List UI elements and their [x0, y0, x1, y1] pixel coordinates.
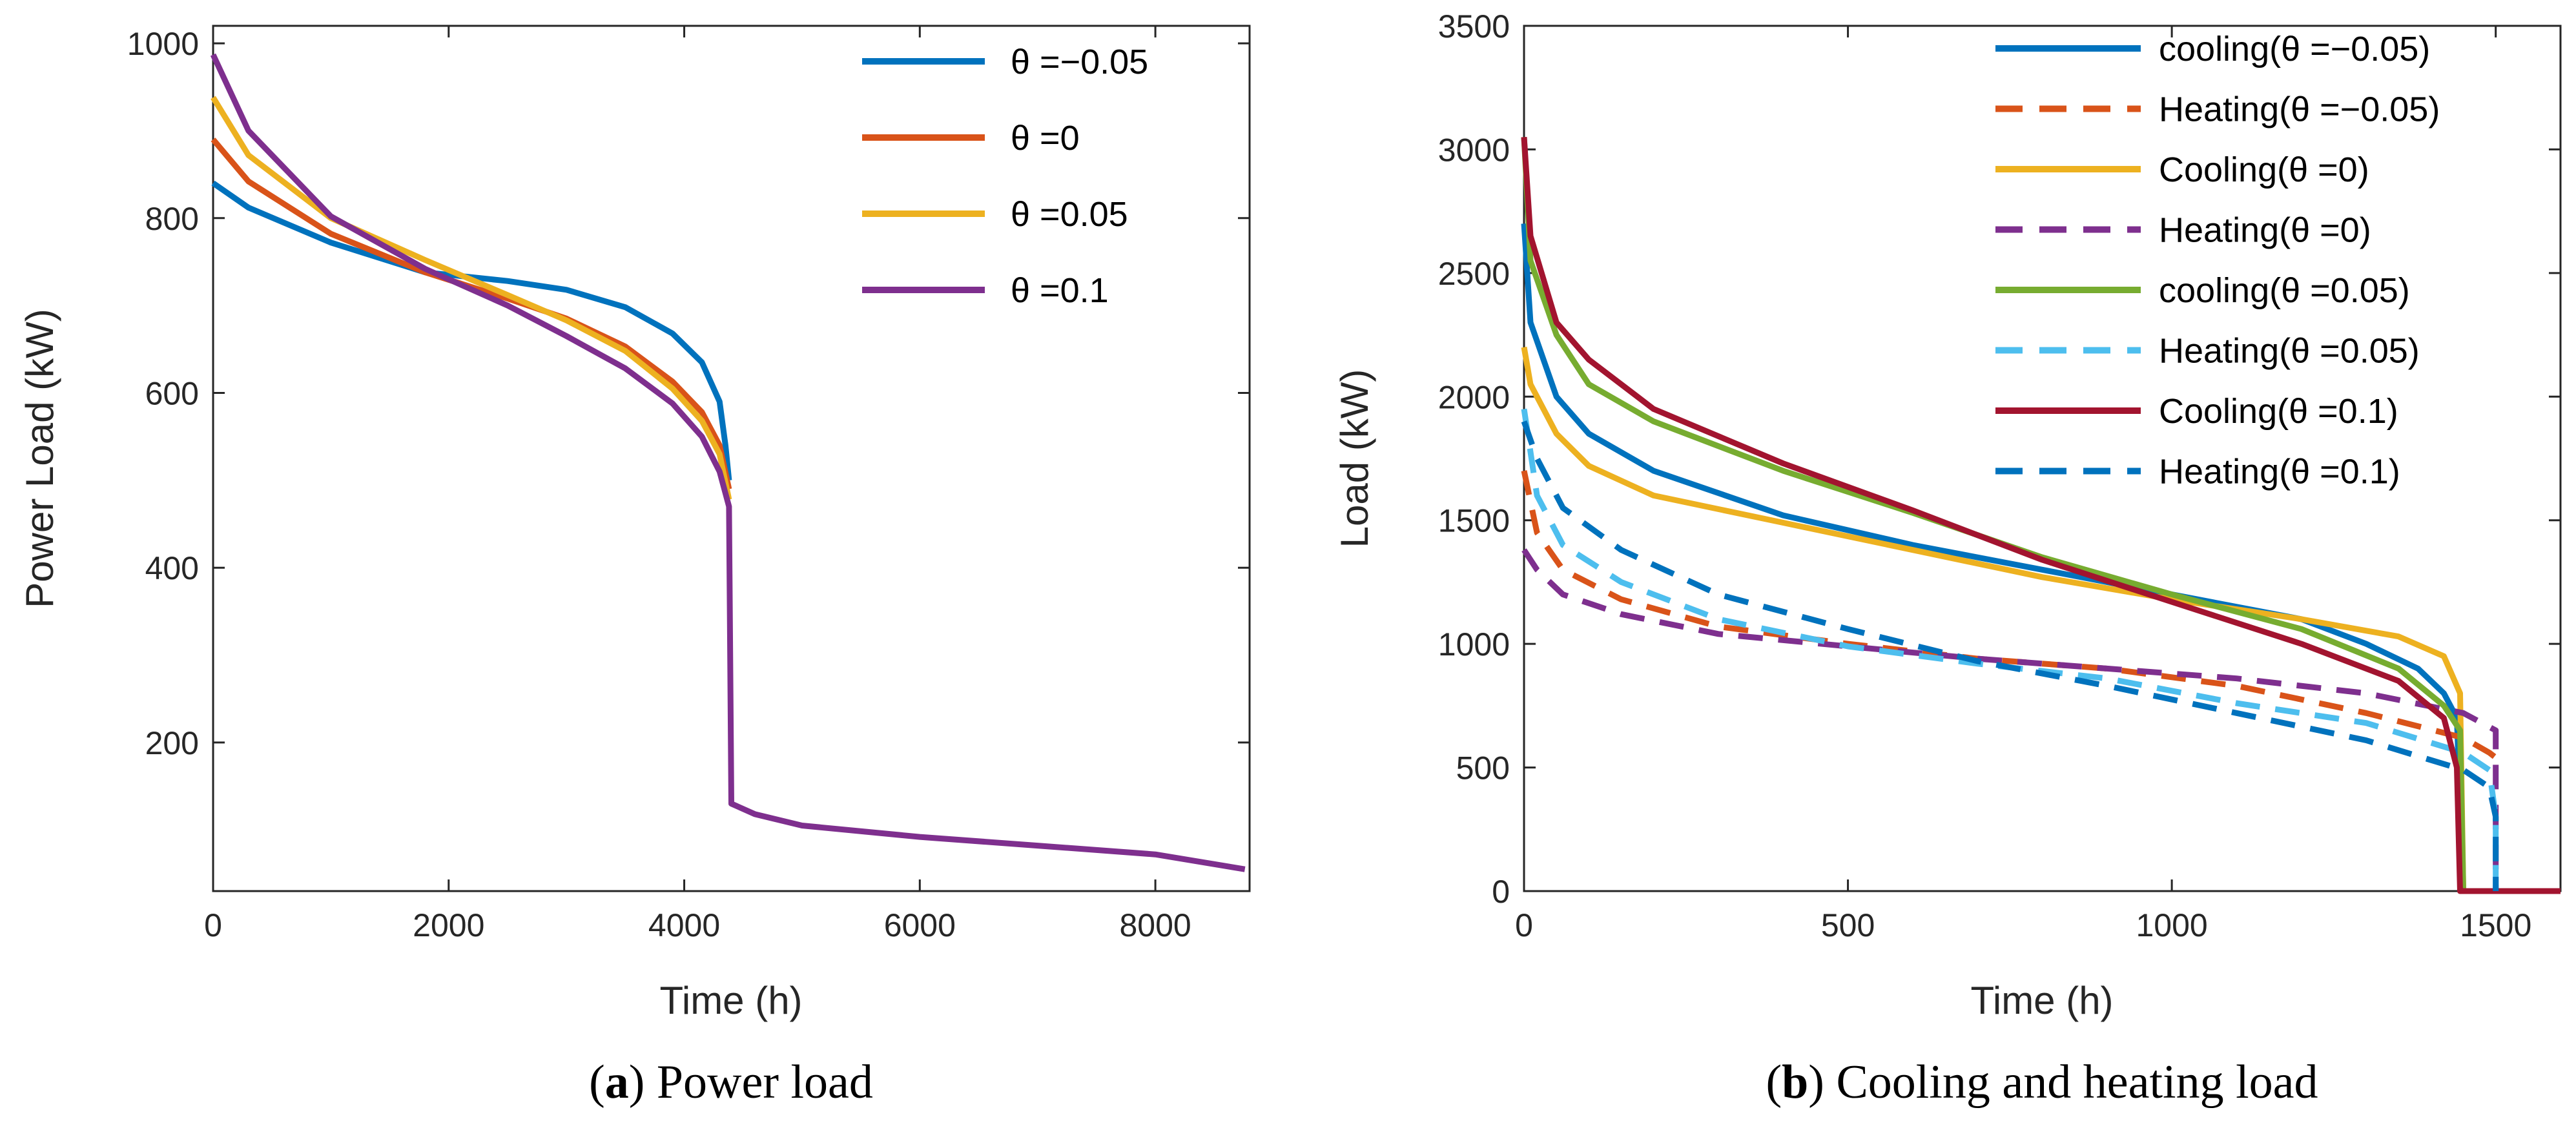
panel-b-ytick-label: 3000 [1438, 132, 1510, 168]
panel-a-legend-label-2: θ =0.05 [1011, 195, 1128, 234]
panel-b-legend-label-3: Heating(θ =0) [2159, 211, 2371, 250]
panel-a-legend-label-1: θ =0 [1011, 119, 1080, 158]
panel-b-legend-label-6: Cooling(θ =0.1) [2159, 392, 2398, 431]
panel-b-cooling-heating-load: 0 500 1000 1500 0 500 1000 1500 2000 2500 3000 3500… [1333, 8, 2562, 1109]
panel-b-caption-letter: b [1782, 1056, 1808, 1109]
panel-b-caption-text: Cooling and heating load [1836, 1056, 2318, 1109]
panel-b-series-line-2 [1521, 346, 2466, 892]
panel-b-ytick-label: 2500 [1438, 256, 1510, 292]
panel-b-ytick-label: 2000 [1438, 379, 1510, 415]
panel-b-xtick-label: 1000 [2136, 907, 2208, 943]
panel-b-ytick-label: 3500 [1438, 8, 1510, 45]
panel-b-legend-label-2: Cooling(θ =0) [2159, 150, 2369, 189]
panel-b-legend-label-7: Heating(θ =0.1) [2159, 453, 2400, 491]
panel-b-legend: cooling(θ =−0.05) Heating(θ =−0.05) Coolin… [1995, 30, 2440, 491]
panel-a-power-load: 0 2000 4000 6000 8000 200 400 600 800 1000 Time (… [18, 25, 1251, 1109]
panel-b-xtick-label: 500 [1821, 907, 1875, 943]
panel-b-legend-label-0: cooling(θ =−0.05) [2159, 30, 2430, 68]
panel-a-series-line-2 [211, 96, 732, 500]
panel-b-caption: (b) Cooling and heating load [1766, 1056, 2318, 1109]
panel-a-xtick-label: 0 [204, 907, 222, 943]
panel-a-caption: (a) Power load [589, 1056, 873, 1109]
panel-a-xtick-label: 4000 [648, 907, 720, 943]
panel-a-legend-label-3: θ =0.1 [1011, 271, 1109, 310]
panel-a-ytick-label: 1000 [127, 26, 199, 62]
panel-a-legend-label-0: θ =−0.05 [1011, 43, 1148, 81]
panel-a-xtick-label: 2000 [413, 907, 484, 943]
panel-a-ytick-label: 400 [145, 550, 199, 586]
panel-a-ytick-label: 200 [145, 725, 199, 761]
panel-b-ylabel: Load (kW) [1333, 369, 1376, 548]
panel-b-xtick-label: 1500 [2460, 907, 2531, 943]
panel-a-caption-letter: a [605, 1056, 629, 1109]
panel-b-legend-label-5: Heating(θ =0.05) [2159, 332, 2420, 371]
panel-a-ytick-label: 600 [145, 375, 199, 411]
panel-b-legend-label-1: Heating(θ =−0.05) [2159, 90, 2440, 129]
panel-a-caption-text: Power load [657, 1056, 873, 1109]
panel-b-series-line-6 [1521, 137, 2561, 894]
panel-a-ylabel: Power Load (kW) [18, 309, 61, 608]
panel-a-ytick-label: 800 [145, 201, 199, 237]
panel-b-xtick-label: 0 [1515, 907, 1533, 943]
panel-b-series-line-7 [1521, 420, 2499, 891]
panel-a-xlabel: Time (h) [659, 979, 802, 1022]
panel-a-series-line-0 [211, 180, 732, 481]
panel-a-xtick-label: 8000 [1119, 907, 1191, 943]
panel-b-xlabel: Time (h) [1970, 979, 2113, 1022]
panel-b-legend-label-4: cooling(θ =0.05) [2159, 271, 2410, 310]
panel-a-series-line-3 [210, 53, 1246, 872]
panel-b-ytick-label: 0 [1492, 874, 1510, 910]
panel-b-axes-box [1523, 25, 2562, 892]
panel-a-xtick-label: 6000 [884, 907, 956, 943]
panel-b-ytick-label: 1500 [1438, 503, 1510, 539]
panel-a-legend: θ =−0.05 θ =0 θ =0.05 θ =0.1 [862, 43, 1148, 310]
panel-b-ytick-label: 1000 [1438, 626, 1510, 663]
panel-b-ytick-label: 500 [1456, 750, 1510, 786]
